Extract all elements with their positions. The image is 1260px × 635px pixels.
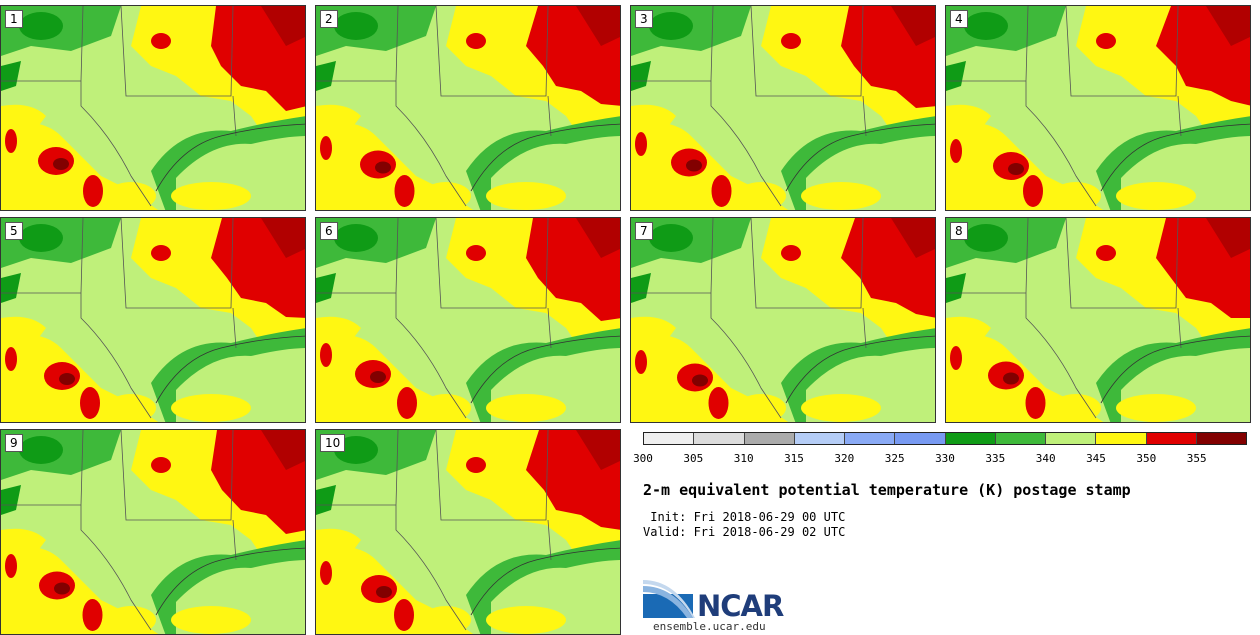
colorbar-tick: 310 (733, 452, 754, 465)
colorbar-bin-7 (995, 433, 1046, 444)
init-time: Init: Fri 2018-06-29 00 UTC (643, 510, 846, 524)
colorbar-tick: 300 (633, 452, 653, 465)
colorbar-tick: 340 (1035, 452, 1056, 465)
map-panel-10: 10 (315, 429, 621, 635)
colorbar-bin-2 (744, 433, 795, 444)
colorbar-tick: 305 (683, 452, 704, 465)
colorbar-bin-8 (1046, 433, 1097, 444)
panel-label: 9 (5, 434, 23, 452)
colorbar-bin-1 (694, 433, 745, 444)
colorbar-bin-0 (644, 433, 695, 444)
panel-label: 1 (5, 10, 23, 28)
map-panel-9: 9 (0, 429, 306, 635)
colorbar-tick: 350 (1136, 452, 1157, 465)
plot-title: 2-m equivalent potential temperature (K)… (643, 481, 1131, 499)
colorbar-tick: 315 (784, 452, 804, 465)
colorbar-bin-3 (794, 433, 845, 444)
colorbar-bin-10 (1146, 433, 1197, 444)
colorbar-tick: 320 (834, 452, 855, 465)
map-panel-5: 5 (0, 217, 306, 423)
map-panel-2: 2 (315, 5, 621, 211)
panel-label: 3 (635, 10, 653, 28)
panel-label: 5 (5, 222, 23, 240)
colorbar-bin-6 (945, 433, 996, 444)
site-url: ensemble.ucar.edu (653, 620, 766, 633)
map-panel-3: 3 (630, 5, 936, 211)
panel-label: 8 (950, 222, 968, 240)
map-panel-8: 8 (945, 217, 1251, 423)
map-panel-6: 6 (315, 217, 621, 423)
colorbar-tick: 325 (884, 452, 905, 465)
colorbar-tick: 330 (935, 452, 955, 465)
colorbar-tick: 355 (1186, 452, 1207, 465)
colorbar-tick: 345 (1086, 452, 1106, 465)
colorbar-bin-5 (895, 433, 946, 444)
map-panel-7: 7 (630, 217, 936, 423)
ncar-logo-text: NCAR (697, 589, 784, 623)
colorbar-tick: 335 (985, 452, 1006, 465)
panel-label: 7 (635, 222, 653, 240)
colorbar-bin-4 (845, 433, 896, 444)
map-panel-4: 4 (945, 5, 1251, 211)
panel-label: 4 (950, 10, 968, 28)
ncar-logo-icon (643, 578, 695, 624)
valid-time: Valid: Fri 2018-06-29 02 UTC (643, 525, 846, 539)
colorbar (643, 432, 1247, 445)
panel-label: 10 (320, 434, 346, 452)
panel-label: 6 (320, 222, 338, 240)
panel-label: 2 (320, 10, 338, 28)
colorbar-bin-11 (1196, 433, 1246, 444)
colorbar-bin-9 (1096, 433, 1147, 444)
map-panel-1: 1 (0, 5, 306, 211)
